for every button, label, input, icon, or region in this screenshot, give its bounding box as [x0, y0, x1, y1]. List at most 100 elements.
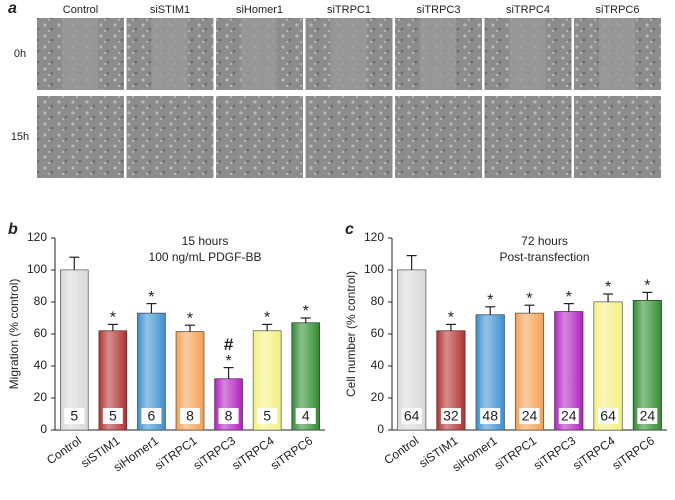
- n-box: [637, 408, 658, 424]
- micrograph: [484, 96, 572, 178]
- row-label: 15h: [11, 131, 29, 143]
- micrograph: [216, 96, 303, 178]
- y-axis-label: Migration (% control): [7, 279, 21, 390]
- n-box: [295, 408, 316, 424]
- n-label: 5: [70, 408, 78, 424]
- n-label: 8: [186, 408, 194, 424]
- n-box: [141, 408, 162, 424]
- y-tick-label: 0: [377, 422, 384, 436]
- x-tick-label: Control: [44, 434, 84, 468]
- column-label: siTRPC4: [506, 4, 550, 16]
- chart-title: 72 hours: [521, 234, 568, 248]
- n-label: 5: [263, 408, 271, 424]
- n-label: 48: [482, 408, 498, 424]
- chart-subtitle: 100 ng/mL PDGF-BB: [149, 250, 262, 264]
- wound-gap: [62, 18, 98, 90]
- bar-tint: [60, 270, 89, 430]
- y-tick-label: 0: [40, 422, 47, 436]
- n-label: 4: [302, 408, 310, 424]
- hash-mark: #: [224, 335, 234, 354]
- bar-tint: [397, 270, 426, 430]
- panel-label: c: [345, 221, 354, 238]
- n-label: 64: [600, 408, 616, 424]
- n-box: [480, 408, 501, 424]
- n-label: 32: [443, 408, 459, 424]
- n-box: [519, 408, 540, 424]
- column-label: siTRPC3: [416, 4, 460, 16]
- micrograph: [574, 96, 661, 178]
- y-tick-label: 20: [371, 390, 385, 404]
- chart-subtitle: Post-transfection: [499, 250, 589, 264]
- x-tick-label: siTRPC3: [531, 433, 579, 472]
- column-label: siTRPC6: [595, 4, 639, 16]
- column-label: siSTIM1: [150, 4, 190, 16]
- x-tick-label: siTRPC6: [268, 433, 316, 472]
- wound-gap: [151, 18, 188, 90]
- n-box: [257, 408, 278, 424]
- n-box: [598, 408, 619, 424]
- y-tick-label: 100: [27, 262, 47, 276]
- micrograph: [37, 96, 124, 178]
- x-tick-label: Control: [381, 434, 421, 468]
- column-label: siTRPC1: [327, 4, 371, 16]
- n-label: 24: [640, 408, 656, 424]
- significance-mark: *: [303, 303, 309, 320]
- significance-mark: *: [148, 289, 154, 306]
- n-label: 24: [561, 408, 577, 424]
- y-tick-label: 20: [34, 390, 48, 404]
- n-label: 6: [148, 408, 156, 424]
- n-label: 8: [225, 408, 233, 424]
- x-tick-label: siTRPC1: [152, 433, 200, 472]
- y-tick-label: 120: [364, 230, 384, 244]
- n-box: [558, 408, 579, 424]
- n-box: [440, 408, 461, 424]
- y-tick-label: 40: [34, 358, 48, 372]
- panel-label: a: [8, 0, 17, 17]
- x-tick-label: siHomer1: [450, 433, 500, 474]
- x-tick-label: siTRPC4: [570, 433, 618, 472]
- wound-gap: [599, 18, 635, 90]
- wound-gap: [241, 18, 277, 90]
- y-axis-label: Cell number (% control): [344, 271, 358, 397]
- y-tick-label: 80: [371, 294, 385, 308]
- n-label: 24: [522, 408, 538, 424]
- n-label: 64: [404, 408, 420, 424]
- n-box: [64, 408, 85, 424]
- significance-mark: *: [644, 278, 650, 295]
- row-label: 0h: [14, 48, 26, 60]
- panel-label: b: [8, 221, 18, 238]
- wound-gap: [509, 18, 546, 90]
- column-label: siHomer1: [236, 4, 283, 16]
- n-label: 5: [109, 408, 117, 424]
- significance-mark: *: [566, 289, 572, 306]
- n-box: [401, 408, 422, 424]
- significance-mark: *: [225, 353, 231, 370]
- y-tick-label: 60: [34, 326, 48, 340]
- y-tick-label: 60: [371, 326, 385, 340]
- wound-gap: [420, 18, 456, 90]
- significance-mark: *: [187, 310, 193, 327]
- significance-mark: *: [110, 310, 116, 327]
- significance-mark: *: [605, 279, 611, 296]
- column-label: Control: [63, 4, 98, 16]
- n-box: [102, 408, 123, 424]
- x-tick-label: siTRPC3: [191, 433, 239, 472]
- n-box: [218, 408, 239, 424]
- significance-mark: *: [526, 290, 532, 307]
- significance-mark: *: [264, 310, 270, 327]
- micrograph: [305, 96, 393, 178]
- significance-mark: *: [487, 292, 493, 309]
- y-tick-label: 40: [371, 358, 385, 372]
- micrograph: [395, 96, 482, 178]
- y-tick-label: 120: [27, 230, 47, 244]
- x-tick-label: siTRPC4: [229, 433, 277, 472]
- x-tick-label: siTRPC1: [492, 433, 540, 472]
- n-box: [180, 408, 200, 424]
- micrograph: [126, 96, 214, 178]
- x-tick-label: siTRPC6: [610, 433, 658, 472]
- y-tick-label: 80: [34, 294, 48, 308]
- significance-mark: *: [448, 310, 454, 327]
- wound-gap: [330, 18, 367, 90]
- chart-title: 15 hours: [182, 234, 229, 248]
